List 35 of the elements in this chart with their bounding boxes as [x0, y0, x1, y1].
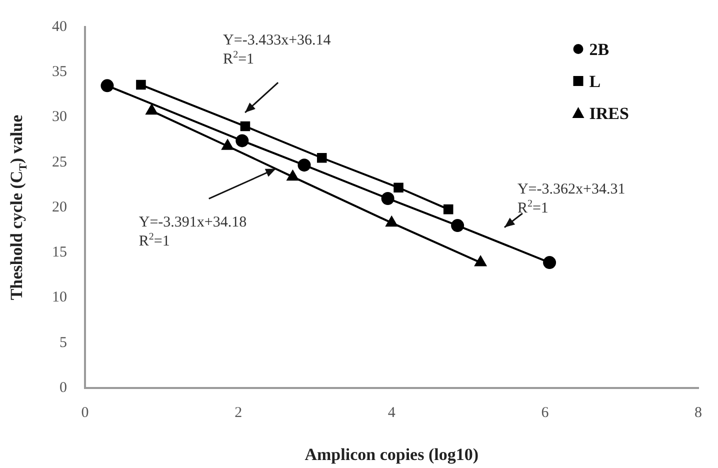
legend-label: IRES [589, 104, 629, 123]
x-tick-label: 0 [81, 404, 89, 421]
y-tick-label: 10 [52, 290, 67, 306]
y-tick-label: 35 [52, 64, 67, 80]
y-tick-label: 20 [52, 199, 67, 216]
point [286, 170, 298, 181]
point [240, 121, 250, 132]
legend-label: 2B [589, 40, 610, 59]
y-tick-label: 40 [52, 18, 67, 35]
y-tick-label: 30 [52, 109, 67, 126]
x-tick-label: 2 [234, 404, 242, 421]
point [443, 204, 454, 214]
point [316, 152, 327, 163]
point [386, 216, 398, 227]
point [146, 104, 158, 115]
point [136, 80, 146, 90]
point [298, 158, 311, 172]
y-tick-label: 25 [52, 154, 67, 170]
x-tick-label: 6 [541, 404, 550, 421]
y-axis-title: Theshold cycle (CT) value [7, 114, 30, 300]
point [236, 134, 249, 148]
y-tick-label: 15 [52, 244, 67, 261]
point [100, 79, 114, 92]
x-tick-label: 4 [388, 404, 396, 421]
x-tick-label: 8 [694, 404, 702, 421]
point [474, 256, 486, 266]
point [381, 192, 394, 205]
x-axis-title: Amplicon copies (log10) [304, 445, 479, 464]
point [543, 256, 556, 270]
y-tick-label: 5 [60, 334, 67, 351]
legend-label: L [589, 72, 601, 91]
point [222, 140, 234, 150]
point [451, 219, 464, 232]
point [394, 182, 404, 193]
y-tick-label: 0 [60, 380, 67, 396]
